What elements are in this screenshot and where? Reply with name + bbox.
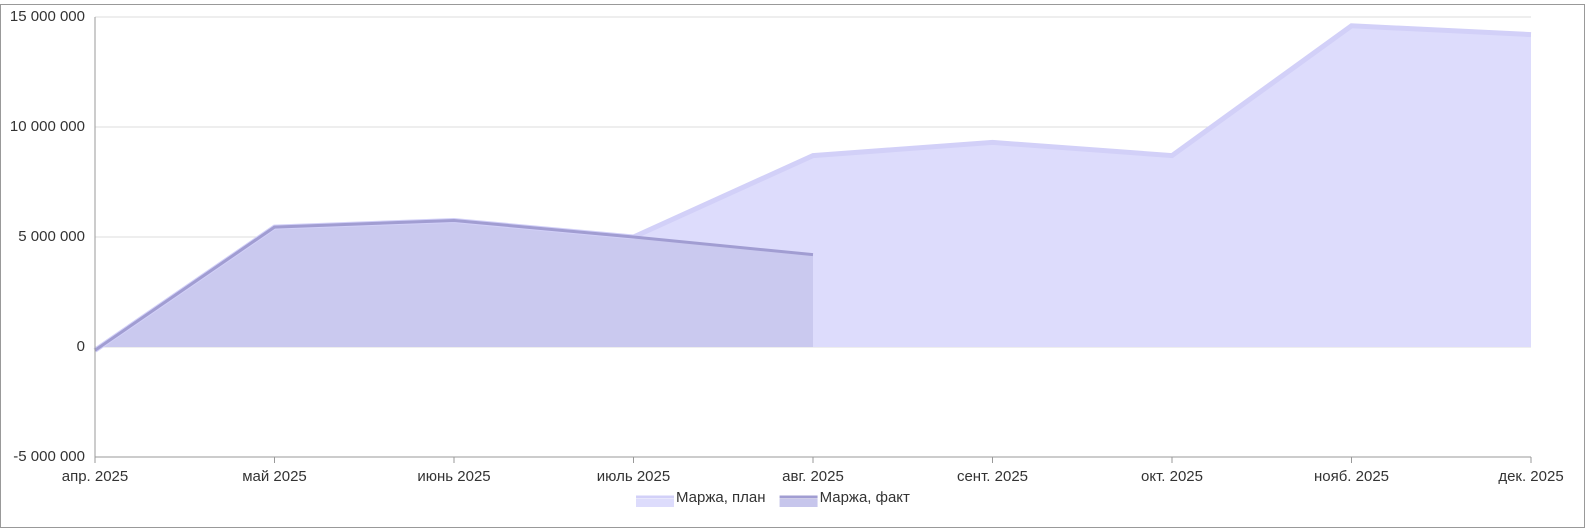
y-tick-label: 15 000 000 [10, 8, 85, 25]
x-tick-label: авг. 2025 [782, 468, 844, 485]
y-tick-label: 10 000 000 [10, 118, 85, 135]
x-tick-label: нояб. 2025 [1314, 468, 1389, 485]
y-tick-label: -5 000 000 [13, 448, 85, 465]
x-tick-label: июль 2025 [597, 468, 670, 485]
line [94, 218, 814, 352]
y-tick-label: 0 [77, 338, 85, 355]
x-tick-label: дек. 2025 [1498, 468, 1563, 485]
legend-label: Маржа, факт [820, 489, 910, 506]
area [95, 220, 813, 351]
x-tick-label: июнь 2025 [417, 468, 490, 485]
frame [0, 4, 1585, 528]
x-tick-label: май 2025 [242, 468, 307, 485]
x-tick-label: окт. 2025 [1141, 468, 1203, 485]
y-tick-label: 5 000 000 [18, 228, 85, 245]
legend-swatch [779, 499, 818, 507]
legend-swatch [636, 499, 674, 507]
x-tick-label: сент. 2025 [957, 468, 1028, 485]
legend-label: Маржа, план [676, 489, 766, 506]
x-tick-label: апр. 2025 [62, 468, 129, 485]
